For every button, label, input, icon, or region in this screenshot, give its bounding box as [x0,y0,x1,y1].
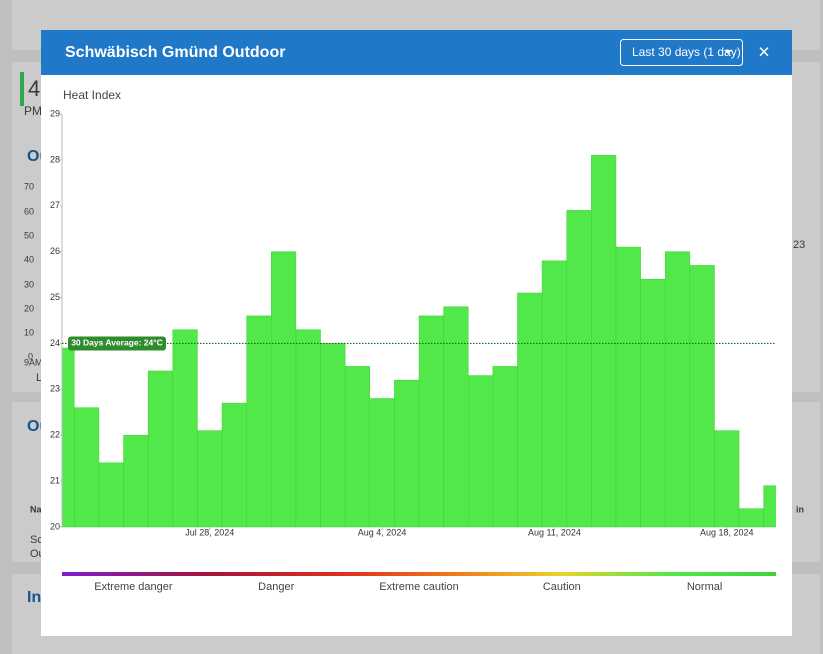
bg-text: 10 [24,327,34,337]
bar [763,485,776,528]
bg-text: 40 [24,254,34,264]
bar [320,343,346,528]
scale-label: Extreme caution [379,581,458,593]
bg-text: 23 [793,239,805,251]
average-label: 30 Days Average: 24°C [71,338,163,348]
average-badge [68,336,166,351]
bar [246,315,272,528]
close-button[interactable]: × [758,41,770,63]
x-tick-label: Aug 4, 2024 [358,527,407,537]
indicator [20,72,24,106]
bar [98,462,124,528]
y-axis-label: Heat Index [63,88,121,102]
x-tick-label: Aug 11, 2024 [528,527,581,537]
y-tick-label: 29 [50,108,60,118]
caret [724,50,732,54]
y-tick-label: 26 [50,246,60,256]
x-tick-label: Aug 18, 2024 [700,527,754,537]
bar [295,329,321,528]
bar [344,366,371,528]
bar [738,508,764,528]
bar [714,430,740,528]
bar [197,430,223,528]
bg-text: 70 [24,181,34,191]
range-button-label[interactable]: Last 30 days (1 day) [632,45,741,59]
bar [640,278,666,528]
scale-label: Caution [543,581,581,593]
color-scale [62,572,776,576]
bg-text: in [796,504,804,514]
bg-text: Sc [30,534,43,546]
bar [492,366,518,528]
bg-text: 9AM [24,357,43,367]
bar [172,329,198,528]
y-tick-label: 25 [50,292,60,302]
bg-text: Na [30,504,42,514]
bg-text: PM [24,104,42,118]
scale-label: Normal [687,581,722,593]
bar [443,306,469,528]
bg-text: 4 [28,76,40,101]
y-tick-label: 28 [50,154,60,164]
bar [615,246,641,528]
bar [418,315,444,528]
bar [123,434,149,528]
bar [271,251,297,528]
range-button[interactable] [620,39,743,66]
x-tick-label: Jul 28, 2024 [185,527,234,537]
bar [517,292,543,528]
modal-header [41,30,792,75]
bar [566,210,592,528]
bar [689,265,715,528]
modal-title: Schwäbisch Gmünd Outdoor [65,44,285,61]
bar [221,402,247,528]
bg-text: In [27,589,41,606]
y-tick-label: 20 [50,521,60,531]
y-tick-label: 22 [50,430,60,440]
bar [369,398,395,528]
bar [394,379,420,528]
bg-text: 50 [24,230,34,240]
bar [664,251,691,528]
bar [541,260,567,528]
bg-text: 30 [24,279,34,289]
bar [591,155,617,528]
bar [147,370,174,528]
y-tick-label: 27 [50,200,60,210]
bar [74,407,100,528]
bars [62,155,776,528]
y-tick-label: 21 [50,475,60,485]
bg-text: 20 [24,303,34,313]
y-tick-label: 24 [50,338,60,348]
scale-label: Extreme danger [94,581,173,593]
bar [467,375,494,528]
bg-text: 0 [28,351,33,361]
bg-text: 60 [24,206,34,216]
scale-label: Danger [258,581,294,593]
y-tick-label: 23 [50,384,60,394]
bg-text: L [36,372,42,384]
